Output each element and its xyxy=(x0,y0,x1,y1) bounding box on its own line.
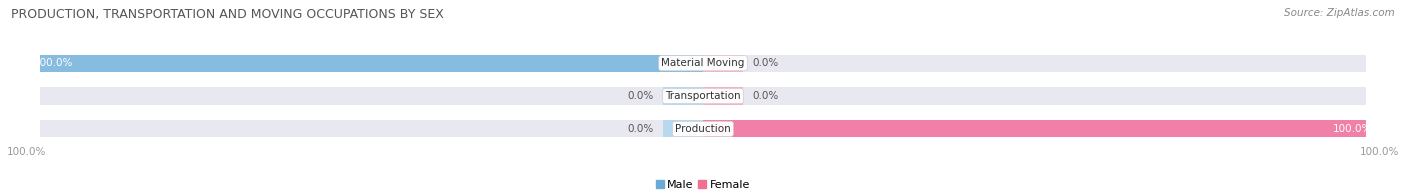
Text: 0.0%: 0.0% xyxy=(752,91,779,101)
Legend: Male, Female: Male, Female xyxy=(652,176,754,194)
Text: Source: ZipAtlas.com: Source: ZipAtlas.com xyxy=(1284,8,1395,18)
Text: Transportation: Transportation xyxy=(665,91,741,101)
Text: Material Moving: Material Moving xyxy=(661,58,745,68)
Bar xyxy=(41,55,703,72)
Text: 0.0%: 0.0% xyxy=(752,58,779,68)
Text: 100.0%: 100.0% xyxy=(34,58,73,68)
Text: 0.0%: 0.0% xyxy=(627,91,654,101)
Bar xyxy=(664,87,703,105)
Bar xyxy=(703,120,742,137)
Bar xyxy=(664,55,703,72)
Bar xyxy=(664,120,703,137)
Bar xyxy=(703,120,1365,137)
Bar xyxy=(41,87,703,105)
Bar xyxy=(703,55,1365,72)
Text: PRODUCTION, TRANSPORTATION AND MOVING OCCUPATIONS BY SEX: PRODUCTION, TRANSPORTATION AND MOVING OC… xyxy=(11,8,444,21)
Bar xyxy=(703,120,1365,137)
Bar xyxy=(41,120,703,137)
Bar xyxy=(703,55,742,72)
Text: 100.0%: 100.0% xyxy=(7,147,46,157)
Bar xyxy=(703,87,742,105)
Text: 0.0%: 0.0% xyxy=(627,124,654,134)
Bar xyxy=(703,87,1365,105)
Text: 100.0%: 100.0% xyxy=(1333,124,1372,134)
Bar xyxy=(41,55,703,72)
Text: 100.0%: 100.0% xyxy=(1360,147,1399,157)
Text: Production: Production xyxy=(675,124,731,134)
